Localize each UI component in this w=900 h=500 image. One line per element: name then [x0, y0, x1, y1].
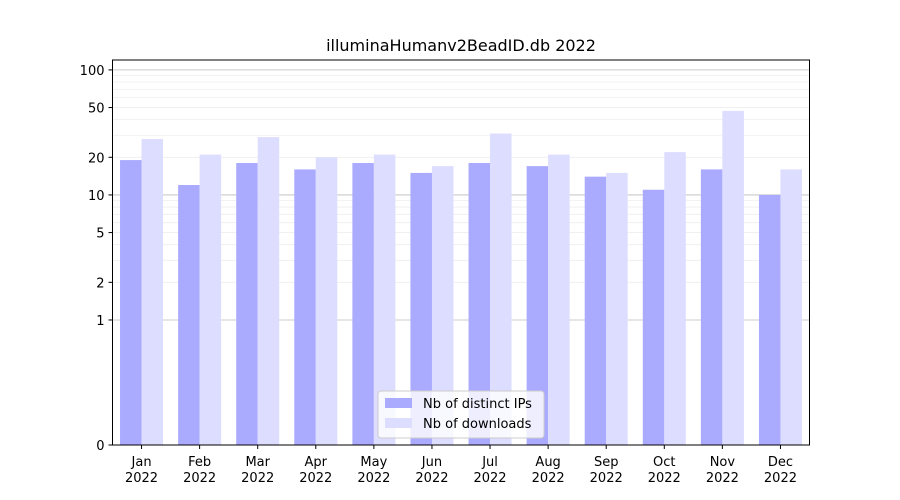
- plot-frame: [112, 59, 810, 446]
- bar-ips: [700, 169, 723, 445]
- bar-downloads: [780, 169, 802, 445]
- bar-downloads: [548, 154, 570, 446]
- bar-downloads: [257, 137, 280, 445]
- bar-ips: [120, 160, 142, 445]
- y-tick-label: 100: [80, 64, 105, 79]
- bar-ips: [178, 185, 200, 445]
- grid: [112, 69, 810, 321]
- bar-downloads: [722, 110, 744, 445]
- y-tick-label: 20: [88, 151, 105, 166]
- bar-ips: [584, 176, 607, 445]
- x-tick-label: Feb 2022: [183, 455, 216, 486]
- bar-downloads: [141, 139, 164, 445]
- bar-ips: [526, 166, 549, 445]
- x-axis: Jan 2022 Feb 2022 Mar 2022 Apr 2022 May 2022 Jun 20…: [125, 445, 797, 486]
- x-tick-label: Jun 2022: [415, 455, 448, 486]
- y-tick-label: 0: [96, 439, 104, 454]
- y-tick-label: 2: [96, 276, 104, 291]
- bar-ips: [410, 172, 432, 445]
- x-tick-label: Jul 2022: [473, 455, 506, 486]
- y-tick-label: 10: [88, 189, 105, 204]
- bar-ips: [468, 163, 491, 445]
- bar-ips: [294, 169, 316, 445]
- bar-downloads: [199, 154, 222, 446]
- bar-downloads: [373, 154, 396, 446]
- bar-downloads: [606, 172, 628, 445]
- x-tick-label: May 2022: [357, 455, 390, 486]
- legend-swatch: [385, 418, 412, 428]
- bar-ips: [236, 163, 258, 445]
- y-tick-label: 50: [88, 102, 105, 117]
- bar-ips: [352, 163, 374, 445]
- x-tick-label: Oct 2022: [648, 455, 681, 486]
- legend-label: Nb of distinct IPs: [423, 397, 532, 412]
- bar-downloads: [315, 157, 338, 445]
- y-tick-label: 5: [96, 227, 104, 242]
- bar-downloads: [490, 133, 512, 445]
- x-tick-label: Apr 2022: [299, 455, 332, 486]
- x-tick-label: Dec 2022: [764, 455, 797, 486]
- x-tick-label: Mar 2022: [241, 455, 274, 486]
- bar-downloads: [664, 152, 686, 445]
- y-tick-label: 1: [96, 314, 104, 329]
- legend-label: Nb of downloads: [423, 417, 532, 432]
- legend: Nb of distinct IPs Nb of downloads: [377, 390, 545, 439]
- legend-box: [377, 390, 545, 439]
- x-tick-label: Sep 2022: [590, 455, 623, 486]
- bars: [120, 110, 802, 446]
- x-tick-label: Aug 2022: [532, 455, 565, 486]
- y-axis: 0 1 2 5 10 20 50 100: [80, 64, 113, 454]
- bar-ips: [642, 189, 665, 445]
- chart-title: illuminaHumanv2BeadID.db 2022: [326, 36, 596, 55]
- x-tick-label: Nov 2022: [706, 455, 739, 486]
- legend-swatch: [385, 398, 412, 408]
- bar-ips: [758, 194, 781, 445]
- x-tick-label: Jan 2022: [125, 455, 158, 486]
- bar-downloads: [431, 166, 454, 445]
